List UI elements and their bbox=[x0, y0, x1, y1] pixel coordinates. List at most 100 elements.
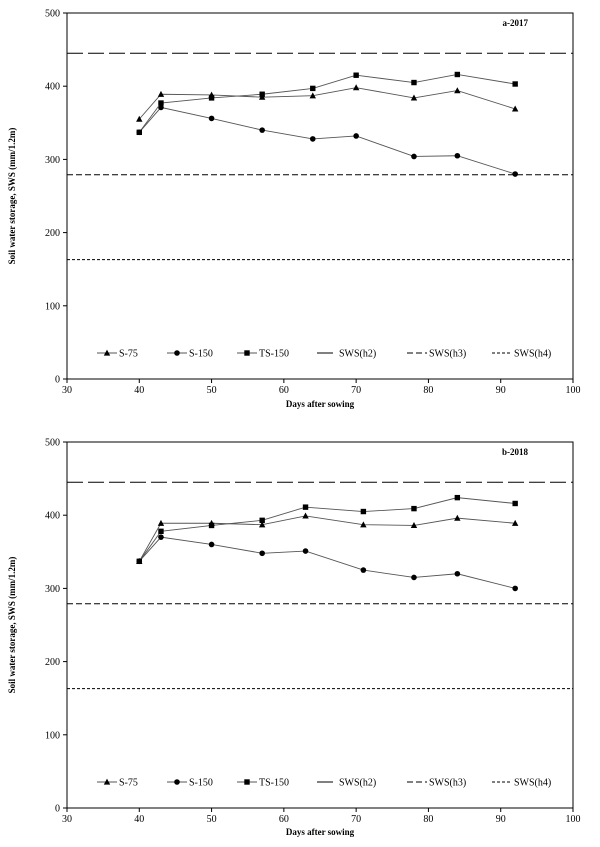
legend-label-s-75: S-75 bbox=[119, 349, 138, 360]
legend-marker-s-75 bbox=[103, 778, 111, 785]
data-point-s-150 bbox=[309, 136, 316, 142]
y-tick-label: 400 bbox=[45, 82, 60, 93]
x-axis-title: Days after sowing bbox=[286, 399, 355, 409]
x-tick-label: 80 bbox=[423, 385, 433, 396]
series-line-ts-150 bbox=[138, 497, 516, 562]
data-point-ts-150 bbox=[158, 528, 164, 535]
legend-label-sws-h3: SWS(h3) bbox=[429, 778, 466, 789]
data-point-ts-150 bbox=[259, 91, 265, 97]
data-point-s-150 bbox=[411, 574, 417, 581]
data-point-s-75 bbox=[258, 521, 266, 528]
data-point-s-150 bbox=[512, 585, 518, 592]
legend-label-ts-150: TS-150 bbox=[259, 778, 289, 789]
data-point-s-150 bbox=[208, 115, 215, 122]
data-point-s-75 bbox=[157, 90, 165, 97]
data-point-ts-150 bbox=[454, 71, 461, 78]
data-point-ts-150 bbox=[310, 85, 316, 92]
plot-area-frame bbox=[66, 12, 574, 380]
x-tick-label: 30 bbox=[62, 385, 72, 396]
y-tick-label: 500 bbox=[45, 438, 60, 449]
x-tick-label: 50 bbox=[207, 814, 217, 825]
data-point-s-75 bbox=[352, 84, 360, 91]
panel-label: b-2018 bbox=[502, 447, 529, 457]
data-point-s-150 bbox=[360, 567, 367, 573]
x-tick-label: 90 bbox=[496, 385, 506, 396]
data-point-ts-150 bbox=[208, 95, 215, 101]
y-tick-label: 300 bbox=[45, 584, 60, 595]
data-point-ts-150 bbox=[208, 522, 215, 529]
data-point-s-75 bbox=[302, 512, 309, 519]
legend: S-75 S-150 TS-150 SWS(h2) SWS(h3) SWS(h4) bbox=[97, 349, 551, 360]
legend-label-sws-h2: SWS(h2) bbox=[339, 778, 376, 789]
data-point-s-150 bbox=[208, 541, 215, 548]
x-tick-label: 100 bbox=[566, 385, 581, 396]
x-tick-label: 30 bbox=[62, 814, 72, 825]
data-point-s-150 bbox=[411, 153, 417, 160]
x-tick-label: 60 bbox=[279, 814, 289, 825]
data-point-s-150 bbox=[158, 534, 164, 540]
data-point-s-150 bbox=[353, 133, 359, 139]
data-point-s-75 bbox=[511, 105, 519, 112]
legend-marker-ts-150 bbox=[244, 779, 250, 785]
y-tick-label: 0 bbox=[55, 804, 60, 815]
y-tick-label: 200 bbox=[45, 228, 60, 239]
y-tick-label: 100 bbox=[45, 301, 60, 312]
data-point-ts-150 bbox=[136, 129, 142, 136]
legend-marker-s-150 bbox=[174, 779, 180, 785]
data-point-s-150 bbox=[259, 127, 265, 133]
panel-label: a-2017 bbox=[503, 18, 529, 28]
y-axis-title: Soil water storage, SWS (mm/1.2m) bbox=[7, 557, 17, 694]
data-point-s-75 bbox=[309, 92, 316, 99]
legend-marker-ts-150 bbox=[244, 350, 250, 356]
x-tick-label: 50 bbox=[207, 385, 217, 396]
data-point-ts-150 bbox=[411, 505, 417, 512]
data-point-ts-150 bbox=[136, 558, 142, 565]
series-line-s-75 bbox=[138, 515, 516, 562]
data-point-s-75 bbox=[410, 522, 418, 529]
y-tick-label: 300 bbox=[45, 155, 60, 166]
y-tick-label: 500 bbox=[45, 9, 60, 20]
y-tick-label: 0 bbox=[55, 375, 60, 386]
x-tick-label: 90 bbox=[496, 814, 506, 825]
legend-label-s-150: S-150 bbox=[189, 778, 213, 789]
reference-lines bbox=[67, 481, 573, 690]
legend: S-75 S-150 TS-150 SWS(h2) SWS(h3) SWS(h4) bbox=[97, 778, 551, 789]
legend-label-s-75: S-75 bbox=[119, 778, 138, 789]
legend-label-sws-h4: SWS(h4) bbox=[514, 349, 551, 360]
legend-marker-s-150 bbox=[174, 350, 180, 356]
data-point-s-150 bbox=[259, 550, 265, 557]
data-point-ts-150 bbox=[259, 517, 265, 524]
data-point-s-75 bbox=[360, 521, 367, 528]
data-series bbox=[136, 71, 519, 177]
data-point-s-75 bbox=[454, 514, 461, 521]
series-line-s-150 bbox=[138, 536, 516, 589]
legend-label-sws-h3: SWS(h3) bbox=[429, 349, 466, 360]
chart-panel-2017: a-2017 Days after sowing Soil water stor… bbox=[7, 9, 581, 410]
y-tick-label: 200 bbox=[45, 657, 60, 668]
data-point-ts-150 bbox=[454, 494, 461, 501]
x-tick-label: 40 bbox=[134, 385, 144, 396]
x-axis-title: Days after sowing bbox=[286, 827, 355, 837]
data-series bbox=[136, 494, 519, 592]
legend-marker-s-75 bbox=[103, 349, 111, 356]
data-point-s-75 bbox=[511, 519, 519, 526]
reference-lines bbox=[67, 52, 573, 261]
y-tick-label: 400 bbox=[45, 511, 60, 522]
axis-ticks: 30 40 50 60 70 80 90 100 0 100 200 300 400 500 bbox=[45, 9, 581, 397]
data-point-ts-150 bbox=[158, 100, 164, 106]
series-line-ts-150 bbox=[138, 74, 516, 133]
x-tick-label: 40 bbox=[134, 814, 144, 825]
legend-label-s-150: S-150 bbox=[189, 349, 213, 360]
data-point-ts-150 bbox=[353, 72, 359, 78]
data-point-s-150 bbox=[454, 152, 461, 159]
y-axis-title: Soil water storage, SWS (mm/1.2m) bbox=[7, 128, 17, 265]
data-point-s-75 bbox=[410, 94, 418, 101]
series-line-s-150 bbox=[138, 106, 516, 175]
y-tick-label: 100 bbox=[45, 730, 60, 741]
data-point-ts-150 bbox=[512, 500, 518, 507]
x-tick-label: 70 bbox=[351, 385, 361, 396]
legend-label-ts-150: TS-150 bbox=[259, 349, 289, 360]
x-tick-label: 70 bbox=[351, 814, 361, 825]
chart-panel-2018: b-2018 Days after sowing Soil water stor… bbox=[7, 438, 581, 838]
